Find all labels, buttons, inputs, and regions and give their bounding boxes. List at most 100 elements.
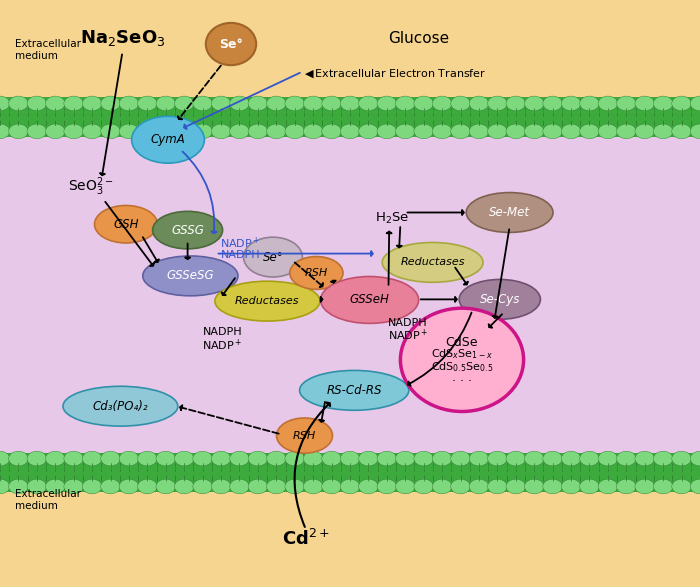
Text: NADPH: NADPH: [203, 326, 242, 337]
Ellipse shape: [276, 418, 332, 453]
Ellipse shape: [653, 451, 673, 466]
Ellipse shape: [267, 451, 286, 466]
Ellipse shape: [542, 451, 562, 466]
Ellipse shape: [322, 96, 342, 111]
Ellipse shape: [64, 451, 83, 466]
Ellipse shape: [598, 451, 617, 466]
Ellipse shape: [0, 96, 10, 111]
Ellipse shape: [174, 479, 194, 494]
Ellipse shape: [83, 124, 102, 139]
Ellipse shape: [451, 451, 470, 466]
Ellipse shape: [635, 96, 654, 111]
Ellipse shape: [119, 96, 139, 111]
Text: NADP$^+$: NADP$^+$: [202, 338, 243, 353]
Text: GSSeSG: GSSeSG: [167, 269, 214, 282]
Ellipse shape: [580, 451, 599, 466]
Circle shape: [400, 308, 524, 411]
Text: Extracellular
medium: Extracellular medium: [15, 489, 81, 511]
Text: Reductases: Reductases: [235, 296, 300, 306]
Ellipse shape: [598, 96, 617, 111]
Text: SeO$_3^{2-}$: SeO$_3^{2-}$: [68, 176, 114, 198]
Ellipse shape: [27, 479, 47, 494]
Ellipse shape: [8, 96, 28, 111]
Text: Se-Cys: Se-Cys: [480, 293, 520, 306]
Ellipse shape: [580, 124, 599, 139]
Ellipse shape: [506, 124, 526, 139]
Ellipse shape: [119, 451, 139, 466]
Ellipse shape: [138, 451, 158, 466]
Ellipse shape: [542, 479, 562, 494]
Ellipse shape: [395, 451, 415, 466]
Ellipse shape: [285, 96, 304, 111]
Ellipse shape: [64, 96, 83, 111]
Ellipse shape: [451, 124, 470, 139]
Ellipse shape: [506, 451, 526, 466]
Ellipse shape: [653, 479, 673, 494]
Ellipse shape: [414, 451, 433, 466]
Ellipse shape: [524, 96, 544, 111]
Text: GSH: GSH: [113, 218, 139, 231]
Ellipse shape: [635, 479, 654, 494]
Ellipse shape: [46, 479, 65, 494]
Text: RSH: RSH: [293, 430, 316, 441]
Text: NADP$^+$: NADP$^+$: [220, 235, 261, 251]
Text: GSSeH: GSSeH: [350, 294, 389, 306]
Ellipse shape: [63, 386, 178, 426]
Ellipse shape: [174, 451, 194, 466]
Ellipse shape: [414, 479, 433, 494]
Ellipse shape: [377, 96, 397, 111]
Text: Reductases: Reductases: [400, 257, 465, 268]
Text: CdS$_x$Se$_{1-x}$: CdS$_x$Se$_{1-x}$: [431, 347, 493, 361]
Ellipse shape: [101, 451, 120, 466]
Ellipse shape: [119, 124, 139, 139]
Ellipse shape: [27, 96, 47, 111]
Circle shape: [206, 23, 256, 65]
Ellipse shape: [672, 479, 692, 494]
Ellipse shape: [598, 479, 617, 494]
Ellipse shape: [101, 479, 120, 494]
Ellipse shape: [321, 276, 419, 323]
Ellipse shape: [690, 479, 700, 494]
Ellipse shape: [617, 124, 636, 139]
Ellipse shape: [358, 124, 378, 139]
Ellipse shape: [635, 124, 654, 139]
Text: . . .: . . .: [452, 371, 472, 384]
Ellipse shape: [653, 96, 673, 111]
Ellipse shape: [466, 193, 553, 232]
Ellipse shape: [322, 124, 342, 139]
Ellipse shape: [488, 96, 508, 111]
Ellipse shape: [433, 96, 452, 111]
Ellipse shape: [561, 451, 581, 466]
Ellipse shape: [395, 124, 415, 139]
Text: CdSe: CdSe: [446, 336, 478, 349]
Ellipse shape: [0, 479, 10, 494]
Ellipse shape: [27, 124, 47, 139]
Ellipse shape: [433, 124, 452, 139]
Ellipse shape: [211, 96, 231, 111]
Ellipse shape: [561, 479, 581, 494]
Ellipse shape: [143, 256, 238, 296]
Ellipse shape: [138, 479, 158, 494]
Ellipse shape: [524, 479, 544, 494]
Ellipse shape: [303, 451, 323, 466]
Ellipse shape: [230, 124, 249, 139]
Ellipse shape: [617, 96, 636, 111]
Ellipse shape: [303, 124, 323, 139]
Ellipse shape: [46, 124, 65, 139]
Ellipse shape: [340, 451, 360, 466]
Text: $\blacktriangleleft$Extracellular Electron Transfer: $\blacktriangleleft$Extracellular Electr…: [302, 68, 486, 80]
Ellipse shape: [119, 479, 139, 494]
FancyBboxPatch shape: [0, 492, 700, 587]
Ellipse shape: [27, 451, 47, 466]
Ellipse shape: [101, 124, 120, 139]
Ellipse shape: [174, 96, 194, 111]
Text: RS-Cd-RS: RS-Cd-RS: [326, 384, 382, 397]
Ellipse shape: [156, 124, 176, 139]
Ellipse shape: [64, 124, 83, 139]
Ellipse shape: [524, 124, 544, 139]
Ellipse shape: [488, 451, 508, 466]
Text: GSSG: GSSG: [172, 224, 204, 237]
Ellipse shape: [690, 451, 700, 466]
Ellipse shape: [377, 451, 397, 466]
Ellipse shape: [230, 96, 249, 111]
